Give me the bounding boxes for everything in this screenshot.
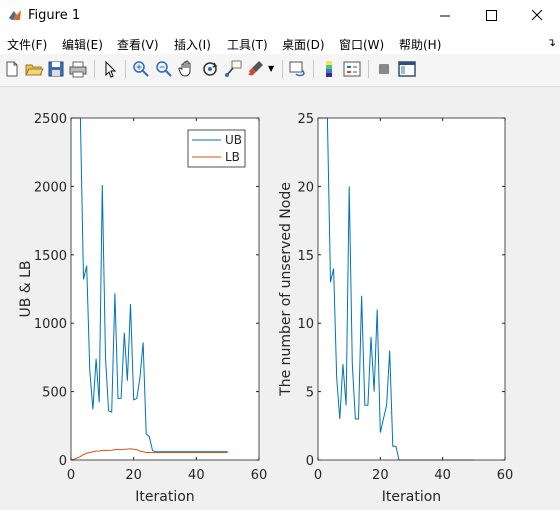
x-tick-label: 0 [314,468,322,483]
matlab-logo-icon [9,10,21,20]
x-tick-label: 40 [188,468,205,483]
menu-file[interactable]: 文件(F) [7,38,48,52]
insert-legend-icon[interactable] [342,59,362,79]
menu-insert[interactable]: 插入(I) [174,38,211,52]
menu-window[interactable]: 窗口(W) [339,38,385,52]
x-tick-label: 40 [434,468,451,483]
x-axis-label: Iteration [382,489,441,505]
title-bar: Figure 1 [0,0,560,32]
axes-box [317,117,506,461]
toolbar-separator [94,60,95,78]
window-title: Figure 1 [28,8,81,23]
brush-dropdown-arrow-icon[interactable]: ▼ [268,64,275,73]
x-tick-label: 20 [372,468,389,483]
y-tick-label: 15 [297,249,314,264]
save-icon[interactable] [46,59,66,79]
plot-area [318,118,505,460]
menu-desktop[interactable]: 桌面(D) [282,38,325,52]
show-plot-tools-icon[interactable] [397,59,417,79]
series-line-lb [70,448,228,461]
menu-tools[interactable]: 工具(T) [227,38,268,52]
y-tick-label: 2000 [34,180,67,195]
figure-canvas: 0 20 40 60 0 500 1000 1500 2000 2500 Iteration UB &… [0,87,560,506]
axes-1: 0 20 40 60 0 500 1000 1500 2000 2500 Iteration UB &… [18,112,267,505]
plot-area [71,118,259,460]
y-axis-label: The number of unserved Node [278,182,294,397]
menu-edit[interactable]: 编辑(E) [62,38,103,52]
legend-label-lb: LB [225,150,240,164]
legend-label-ub: UB [225,133,242,147]
figure-toolbar: ▼ [0,54,560,87]
menu-overflow-arrow-icon[interactable]: ↴ [546,36,556,49]
y-axis-label: UB & LB [18,260,34,317]
link-plot-icon[interactable] [288,59,308,79]
data-cursor-icon[interactable] [223,59,243,79]
zoom-out-icon[interactable] [154,59,174,79]
y-tick-label: 2500 [34,112,67,127]
close-icon [531,9,543,21]
print-icon[interactable] [68,59,88,79]
y-tick-label: 0 [59,454,67,469]
close-button[interactable] [514,0,560,32]
menu-view[interactable]: 查看(V) [117,38,159,52]
brush-icon[interactable] [246,59,266,79]
maximize-icon [486,10,497,21]
maximize-button[interactable] [468,0,514,32]
rotate-3d-icon[interactable] [200,59,220,79]
pan-hand-icon[interactable] [177,59,197,79]
new-figure-icon[interactable] [2,59,22,79]
y-tick-label: 25 [297,112,314,127]
x-tick-label: 60 [251,468,268,483]
legend: UB LB [187,129,246,168]
y-tick-label: 0 [306,454,314,469]
x-tick-label: 20 [125,468,142,483]
toolbar-separator [313,60,314,78]
y-tick-label: 1500 [34,249,67,264]
minimize-icon [440,15,450,17]
x-tick-label: 60 [497,468,514,483]
axes-2: 0 20 40 60 0 5 10 15 20 25 Iteration The number of … [278,112,513,505]
edit-plot-arrow-icon[interactable] [100,59,120,79]
y-tick-label: 20 [297,180,314,195]
series-line-unserved [318,117,474,461]
y-tick-label: 10 [297,317,314,332]
x-tick-label: 0 [67,468,75,483]
menu-bar: 文件(F) 编辑(E) 查看(V) 插入(I) 工具(T) 桌面(D) 窗口(W… [0,32,560,54]
axes-box [70,117,260,461]
zoom-in-icon[interactable] [131,59,151,79]
series-line-ub [71,117,228,453]
x-axis-label: Iteration [135,489,194,505]
hide-plot-tools-icon[interactable] [374,59,394,79]
open-file-icon[interactable] [24,59,44,79]
toolbar-separator [368,60,369,78]
menu-help[interactable]: 帮助(H) [399,38,442,52]
minimize-button[interactable] [422,0,468,32]
legend-box [187,129,246,168]
toolbar-separator [125,60,126,78]
insert-colorbar-icon[interactable] [319,59,339,79]
toolbar-separator [282,60,283,78]
y-tick-label: 1000 [34,317,67,332]
y-tick-label: 500 [42,386,67,401]
y-tick-label: 5 [306,386,314,401]
